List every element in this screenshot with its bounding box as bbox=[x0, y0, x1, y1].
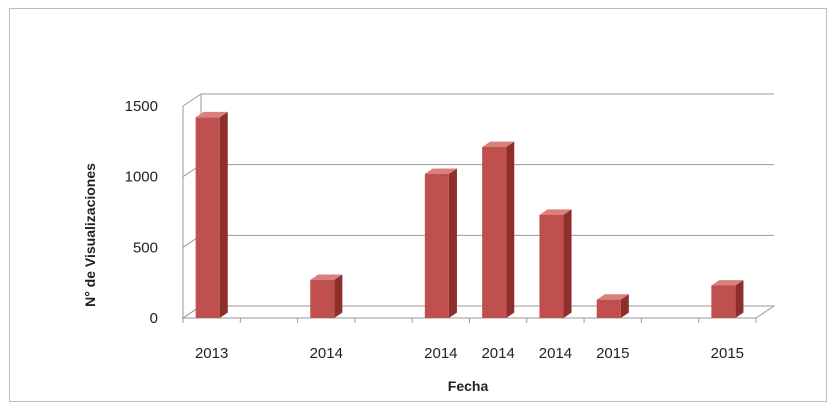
x-tick-labels: 2013 2014 2014 2014 2014 2015 2015 bbox=[195, 345, 744, 362]
bars bbox=[195, 111, 744, 318]
axes bbox=[181, 94, 776, 323]
bar bbox=[711, 280, 744, 318]
x-tick-label: 2015 bbox=[711, 345, 744, 362]
bar-front bbox=[482, 146, 507, 318]
bar bbox=[424, 168, 457, 318]
y-tick-label: 1000 bbox=[125, 169, 158, 186]
bar bbox=[310, 274, 343, 318]
bar-side bbox=[563, 209, 572, 318]
x-tick-label: 2015 bbox=[596, 345, 629, 362]
x-tick-label: 2014 bbox=[539, 345, 572, 362]
bar-front bbox=[539, 214, 564, 318]
bar-side bbox=[506, 141, 515, 318]
bar-top bbox=[711, 280, 744, 286]
bar-side bbox=[620, 294, 629, 318]
bar-top bbox=[310, 274, 343, 280]
bar-side bbox=[334, 274, 343, 318]
x-tick-label: 2014 bbox=[424, 345, 457, 362]
gridline-depth bbox=[182, 93, 202, 107]
x-axis-title: Fecha bbox=[448, 378, 489, 394]
y-tick-label: 500 bbox=[133, 239, 158, 256]
floor bbox=[181, 305, 776, 319]
y-tick-label: 0 bbox=[150, 310, 158, 327]
y-axis-title: N° de Visualizaciones bbox=[82, 163, 98, 307]
bar-top bbox=[596, 294, 629, 300]
bar bbox=[596, 294, 629, 318]
bar-side bbox=[448, 168, 457, 318]
bar bbox=[195, 111, 228, 318]
chart-frame bbox=[9, 8, 827, 402]
y-tick-label: 1500 bbox=[125, 98, 158, 115]
bar bbox=[482, 141, 515, 318]
bar-side bbox=[219, 111, 228, 318]
bar-top bbox=[195, 111, 228, 118]
x-tick-label: 2013 bbox=[195, 345, 228, 362]
grid-lines bbox=[182, 93, 774, 319]
bar-front bbox=[711, 285, 736, 318]
bar bbox=[539, 209, 572, 318]
bar-front bbox=[596, 299, 621, 318]
x-tick-label: 2014 bbox=[481, 345, 514, 362]
bar-side bbox=[735, 280, 744, 318]
bar-front bbox=[310, 279, 335, 318]
bar-front bbox=[195, 117, 220, 318]
bar-top bbox=[424, 168, 457, 174]
bar-top bbox=[539, 209, 572, 215]
bar-top bbox=[482, 141, 515, 147]
bar-front bbox=[424, 173, 449, 318]
x-tick-label: 2014 bbox=[310, 345, 343, 362]
y-tick-labels: 0 500 1000 1500 bbox=[125, 98, 158, 327]
